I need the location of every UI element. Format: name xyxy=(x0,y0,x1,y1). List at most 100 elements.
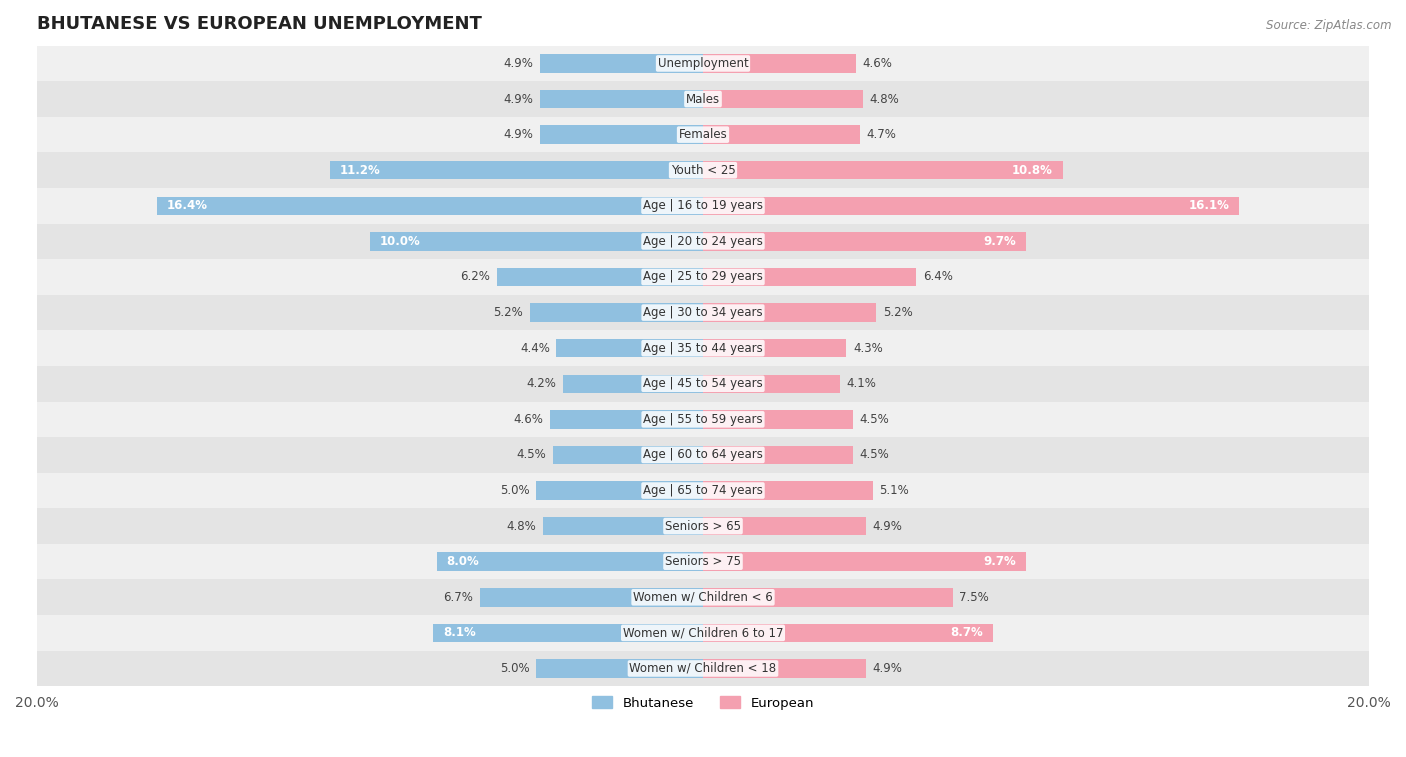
Text: 5.0%: 5.0% xyxy=(501,484,530,497)
Text: 4.8%: 4.8% xyxy=(506,519,537,533)
Bar xyxy=(564,375,703,393)
Text: 4.9%: 4.9% xyxy=(503,57,533,70)
Text: 4.6%: 4.6% xyxy=(863,57,893,70)
Text: 10.0%: 10.0% xyxy=(380,235,420,248)
Text: Age | 20 to 24 years: Age | 20 to 24 years xyxy=(643,235,763,248)
Bar xyxy=(703,90,863,108)
Bar xyxy=(37,259,1369,294)
Text: 4.9%: 4.9% xyxy=(503,92,533,105)
Text: 8.0%: 8.0% xyxy=(447,555,479,569)
Text: Females: Females xyxy=(679,128,727,141)
Text: 6.2%: 6.2% xyxy=(460,270,489,283)
Bar xyxy=(37,508,1369,544)
Bar xyxy=(557,339,703,357)
Text: 9.7%: 9.7% xyxy=(983,235,1017,248)
Text: Women w/ Children < 6: Women w/ Children < 6 xyxy=(633,590,773,604)
Text: Source: ZipAtlas.com: Source: ZipAtlas.com xyxy=(1267,19,1392,32)
Bar xyxy=(703,659,866,678)
Bar xyxy=(703,304,876,322)
Bar xyxy=(37,188,1369,223)
Text: 5.2%: 5.2% xyxy=(883,306,912,319)
Text: 11.2%: 11.2% xyxy=(340,164,381,176)
Text: Age | 45 to 54 years: Age | 45 to 54 years xyxy=(643,377,763,391)
Bar xyxy=(703,375,839,393)
Bar xyxy=(703,161,1063,179)
Bar xyxy=(703,481,873,500)
Text: 4.9%: 4.9% xyxy=(873,662,903,675)
Bar xyxy=(530,304,703,322)
Bar xyxy=(703,55,856,73)
Text: Women w/ Children 6 to 17: Women w/ Children 6 to 17 xyxy=(623,626,783,640)
Text: 4.5%: 4.5% xyxy=(859,448,889,462)
Bar xyxy=(537,659,703,678)
Bar xyxy=(703,410,853,428)
Text: 6.7%: 6.7% xyxy=(443,590,474,604)
Text: Seniors > 75: Seniors > 75 xyxy=(665,555,741,569)
Bar xyxy=(37,223,1369,259)
Bar xyxy=(540,55,703,73)
Bar xyxy=(37,330,1369,366)
Text: 4.5%: 4.5% xyxy=(859,413,889,426)
Bar xyxy=(703,126,859,144)
Bar xyxy=(37,294,1369,330)
Text: Youth < 25: Youth < 25 xyxy=(671,164,735,176)
Text: 4.6%: 4.6% xyxy=(513,413,543,426)
Bar xyxy=(436,553,703,571)
Bar xyxy=(433,624,703,642)
Text: 8.1%: 8.1% xyxy=(443,626,477,640)
Legend: Bhutanese, European: Bhutanese, European xyxy=(586,691,820,715)
Bar xyxy=(37,651,1369,687)
Text: Age | 25 to 29 years: Age | 25 to 29 years xyxy=(643,270,763,283)
Text: Males: Males xyxy=(686,92,720,105)
Text: 16.1%: 16.1% xyxy=(1188,199,1229,212)
Text: BHUTANESE VS EUROPEAN UNEMPLOYMENT: BHUTANESE VS EUROPEAN UNEMPLOYMENT xyxy=(37,15,482,33)
Bar xyxy=(37,366,1369,401)
Text: 5.1%: 5.1% xyxy=(880,484,910,497)
Text: 7.5%: 7.5% xyxy=(959,590,990,604)
Text: 8.7%: 8.7% xyxy=(950,626,983,640)
Bar xyxy=(496,268,703,286)
Bar xyxy=(330,161,703,179)
Bar xyxy=(703,553,1026,571)
Text: 5.0%: 5.0% xyxy=(501,662,530,675)
Text: Women w/ Children < 18: Women w/ Children < 18 xyxy=(630,662,776,675)
Bar xyxy=(37,437,1369,472)
Text: 6.4%: 6.4% xyxy=(922,270,953,283)
Text: 4.2%: 4.2% xyxy=(527,377,557,391)
Text: 4.9%: 4.9% xyxy=(873,519,903,533)
Bar xyxy=(537,481,703,500)
Bar xyxy=(553,446,703,464)
Text: 16.4%: 16.4% xyxy=(167,199,208,212)
Bar xyxy=(37,615,1369,651)
Text: Unemployment: Unemployment xyxy=(658,57,748,70)
Bar xyxy=(543,517,703,535)
Bar xyxy=(479,588,703,606)
Bar xyxy=(703,268,917,286)
Text: Age | 55 to 59 years: Age | 55 to 59 years xyxy=(643,413,763,426)
Text: Age | 60 to 64 years: Age | 60 to 64 years xyxy=(643,448,763,462)
Bar xyxy=(37,580,1369,615)
Text: Age | 65 to 74 years: Age | 65 to 74 years xyxy=(643,484,763,497)
Bar xyxy=(703,339,846,357)
Bar xyxy=(703,624,993,642)
Text: Age | 30 to 34 years: Age | 30 to 34 years xyxy=(643,306,763,319)
Bar xyxy=(550,410,703,428)
Text: 5.2%: 5.2% xyxy=(494,306,523,319)
Bar xyxy=(703,197,1239,215)
Bar xyxy=(540,126,703,144)
Bar xyxy=(37,544,1369,580)
Text: 9.7%: 9.7% xyxy=(983,555,1017,569)
Text: Seniors > 65: Seniors > 65 xyxy=(665,519,741,533)
Bar xyxy=(703,517,866,535)
Text: 10.8%: 10.8% xyxy=(1012,164,1053,176)
Text: Age | 16 to 19 years: Age | 16 to 19 years xyxy=(643,199,763,212)
Bar xyxy=(370,232,703,251)
Text: Age | 35 to 44 years: Age | 35 to 44 years xyxy=(643,341,763,355)
Bar xyxy=(37,152,1369,188)
Text: 4.5%: 4.5% xyxy=(517,448,547,462)
Text: 4.7%: 4.7% xyxy=(866,128,896,141)
Text: 4.8%: 4.8% xyxy=(869,92,900,105)
Bar xyxy=(37,45,1369,81)
Text: 4.9%: 4.9% xyxy=(503,128,533,141)
Bar xyxy=(37,117,1369,152)
